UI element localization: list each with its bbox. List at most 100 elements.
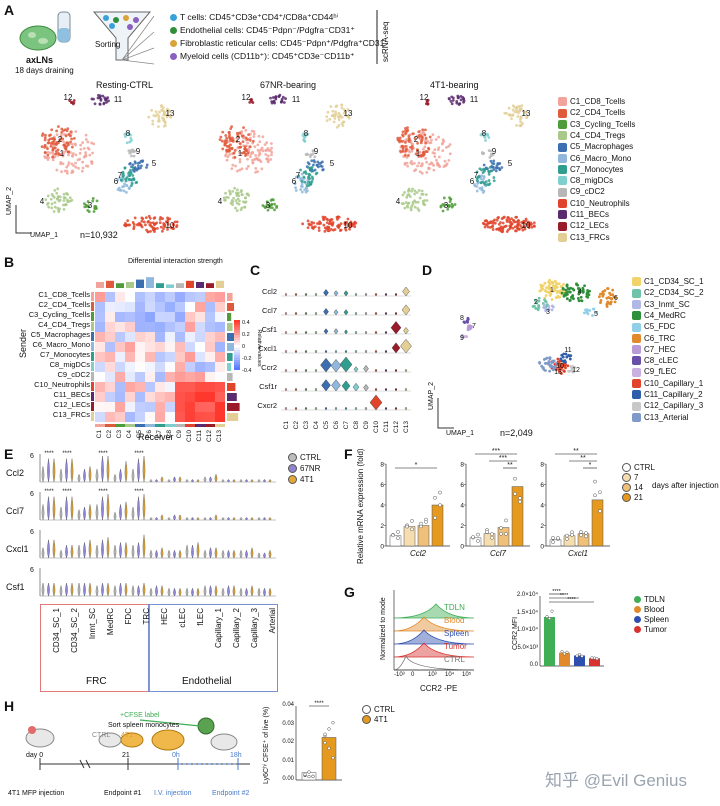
heatmap-title: Differential interaction strength bbox=[128, 258, 223, 265]
umap-point bbox=[225, 136, 229, 140]
heatmap-cell bbox=[185, 312, 195, 322]
umap-point bbox=[401, 144, 404, 148]
umap-point bbox=[451, 98, 455, 102]
umap-point bbox=[66, 150, 70, 154]
umap-point bbox=[244, 128, 248, 132]
umap-point bbox=[336, 215, 340, 219]
umap-point bbox=[520, 221, 523, 224]
umap-d-point bbox=[580, 299, 583, 303]
e-violin bbox=[257, 479, 261, 483]
umap-point bbox=[398, 136, 402, 140]
umap-d-point bbox=[554, 286, 557, 290]
umap-d-point bbox=[606, 287, 609, 290]
umap-d-cluster-number: 2 bbox=[534, 299, 538, 306]
violin-gene-label: Ccr2 bbox=[261, 363, 277, 372]
umap-point bbox=[158, 221, 162, 225]
umap-d-point bbox=[538, 361, 542, 365]
violin-shape bbox=[314, 292, 318, 297]
heatmap-col-strip bbox=[105, 424, 115, 427]
umap-d-point bbox=[545, 286, 548, 290]
umap-point bbox=[300, 180, 304, 183]
umap-point bbox=[153, 216, 157, 220]
umap-point bbox=[70, 198, 74, 202]
scale-tick-label: -0.2 bbox=[242, 356, 251, 362]
heatmap-cell bbox=[135, 292, 145, 302]
umap-point bbox=[325, 119, 329, 122]
umap-point bbox=[123, 182, 126, 186]
umap-d-point bbox=[470, 325, 473, 328]
umap-point bbox=[76, 158, 80, 162]
umap-point bbox=[403, 206, 407, 210]
violin-shape bbox=[324, 349, 328, 354]
heatmap-cell bbox=[125, 302, 135, 312]
violin-shape bbox=[374, 387, 378, 392]
heatmap-cell bbox=[215, 342, 225, 352]
g-xtick: 10⁵ bbox=[462, 672, 472, 678]
legend-item-f: 21 bbox=[622, 492, 643, 503]
umap-point bbox=[482, 135, 486, 138]
umap-point bbox=[43, 138, 47, 142]
umap-point bbox=[490, 169, 494, 173]
heatmap-cell bbox=[145, 412, 155, 422]
umap-point bbox=[498, 168, 502, 171]
heatmap-row-label: C5_Macrophages bbox=[30, 330, 90, 339]
violin-shape bbox=[314, 406, 318, 411]
umap-point bbox=[500, 230, 504, 234]
heatmap-row-label: C3_Cycling_Tcells bbox=[28, 310, 90, 319]
umap-point bbox=[71, 102, 75, 106]
umap-point bbox=[477, 175, 481, 178]
violin-shape bbox=[323, 328, 329, 335]
e-violin bbox=[160, 585, 164, 597]
umap-point bbox=[228, 148, 232, 152]
heatmap-col-strip bbox=[175, 424, 185, 427]
umap-point bbox=[164, 220, 168, 224]
heatmap-col-label: C13 bbox=[216, 430, 223, 442]
e-violin bbox=[149, 517, 153, 521]
e-violin bbox=[137, 542, 140, 559]
umap-point bbox=[403, 191, 406, 194]
umap-point bbox=[90, 160, 93, 164]
heatmap-row-label: C8_migDCs bbox=[49, 360, 90, 369]
umap-point bbox=[306, 132, 310, 136]
umap-point bbox=[133, 216, 137, 220]
f-sig-star: ** bbox=[573, 448, 579, 455]
e-violin bbox=[95, 468, 99, 483]
heatmap-cell bbox=[195, 402, 205, 412]
legend-label: C11_Capillary_2 bbox=[644, 390, 703, 399]
legend-item-f: 14 bbox=[622, 482, 643, 493]
e-gene-label: Ccl2 bbox=[6, 468, 25, 478]
umap-point bbox=[132, 154, 136, 158]
umap-point bbox=[492, 179, 496, 183]
heatmap-cell bbox=[125, 412, 135, 422]
umap-point bbox=[239, 190, 243, 194]
umap-point bbox=[132, 150, 136, 154]
umap-point bbox=[236, 197, 240, 201]
umap-d-point bbox=[557, 367, 561, 371]
heatmap-row-strip bbox=[91, 362, 94, 371]
umap-point bbox=[72, 164, 75, 167]
umap-point bbox=[63, 146, 67, 150]
umap-point bbox=[131, 166, 135, 170]
umap-point bbox=[347, 222, 350, 226]
umap-d-point bbox=[547, 360, 551, 363]
heatmap-cell bbox=[105, 352, 115, 362]
f-bar bbox=[563, 535, 576, 547]
umap-point bbox=[229, 143, 232, 147]
umap-point bbox=[425, 171, 429, 174]
heatmap-side-bar bbox=[227, 313, 232, 321]
heatmap-cell bbox=[105, 332, 115, 342]
umap-point bbox=[225, 158, 229, 162]
heatmap-row-label: C1_CD8_Tcells bbox=[38, 290, 90, 299]
umap-cluster-number: 7 bbox=[474, 171, 479, 180]
umap-d-point bbox=[563, 363, 566, 367]
umap-point bbox=[53, 201, 57, 204]
umap-point bbox=[423, 128, 427, 132]
heatmap-cell bbox=[155, 322, 165, 332]
heatmap-col-strip bbox=[115, 424, 125, 427]
umap-point bbox=[164, 113, 168, 117]
umap-point bbox=[227, 130, 231, 134]
umap-point bbox=[396, 138, 400, 142]
umap-point bbox=[140, 216, 144, 220]
umap-point bbox=[224, 152, 228, 156]
heatmap-side-bar bbox=[227, 393, 237, 401]
